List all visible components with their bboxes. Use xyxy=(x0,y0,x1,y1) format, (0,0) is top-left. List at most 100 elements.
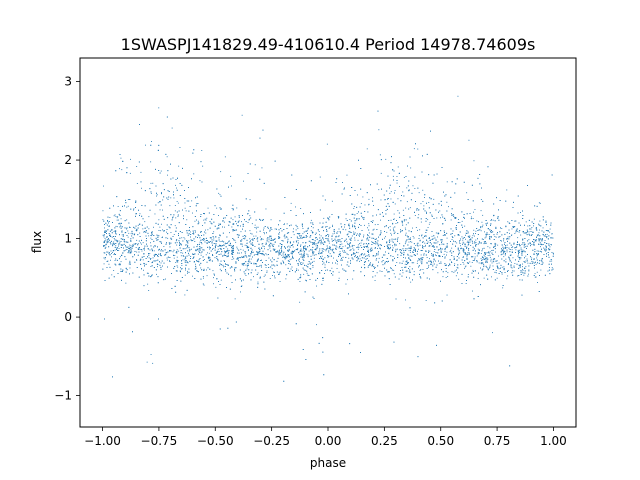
data-point xyxy=(367,227,368,229)
data-point xyxy=(505,246,506,248)
data-point xyxy=(154,213,156,215)
data-point xyxy=(104,318,105,320)
data-point xyxy=(193,231,195,233)
data-point xyxy=(480,253,482,254)
data-point xyxy=(356,233,358,235)
data-point xyxy=(163,189,165,191)
data-point xyxy=(520,264,521,266)
data-point xyxy=(354,239,356,241)
data-point xyxy=(528,270,530,272)
data-point xyxy=(188,240,190,242)
data-point xyxy=(407,262,409,263)
data-point xyxy=(167,237,169,239)
data-point xyxy=(114,260,116,261)
data-point xyxy=(522,249,524,251)
data-point xyxy=(209,259,211,261)
data-point xyxy=(253,276,254,278)
data-point xyxy=(153,226,154,228)
data-point xyxy=(203,238,205,240)
data-point xyxy=(326,238,328,240)
data-point xyxy=(123,234,124,236)
data-point xyxy=(482,214,484,216)
data-point xyxy=(206,261,208,263)
data-point xyxy=(507,236,509,238)
data-point xyxy=(205,232,207,234)
data-point xyxy=(121,226,123,228)
data-point xyxy=(231,266,233,267)
data-point xyxy=(477,248,479,250)
data-point xyxy=(491,262,493,264)
data-point xyxy=(461,236,463,238)
data-point xyxy=(393,213,395,215)
data-point xyxy=(429,237,430,239)
data-point xyxy=(149,253,151,254)
data-point xyxy=(506,278,508,280)
data-point xyxy=(402,209,404,211)
data-point xyxy=(185,264,187,266)
data-point xyxy=(322,222,324,224)
data-point xyxy=(170,214,172,216)
data-point xyxy=(163,246,165,247)
data-point xyxy=(167,174,168,176)
data-point xyxy=(150,258,151,260)
data-point xyxy=(114,249,116,251)
data-point xyxy=(467,274,469,275)
data-point xyxy=(549,267,550,268)
data-point xyxy=(331,200,333,202)
data-point xyxy=(166,156,168,158)
data-point xyxy=(123,240,125,242)
data-point xyxy=(158,230,160,231)
data-point xyxy=(102,210,104,212)
data-point xyxy=(112,242,114,244)
data-point xyxy=(371,241,373,243)
data-point xyxy=(350,220,352,222)
data-point xyxy=(292,257,294,258)
data-point xyxy=(505,258,507,260)
data-point xyxy=(109,234,111,236)
data-point xyxy=(200,278,202,280)
data-point xyxy=(374,280,376,281)
data-point xyxy=(286,232,288,234)
data-point xyxy=(186,240,188,242)
data-point xyxy=(495,236,497,238)
data-point xyxy=(414,188,416,189)
data-point xyxy=(369,263,370,265)
data-point xyxy=(293,241,295,243)
data-point xyxy=(503,268,505,269)
data-point xyxy=(409,217,411,219)
data-point xyxy=(104,240,106,242)
data-point xyxy=(530,228,532,230)
data-point xyxy=(392,227,394,229)
data-point xyxy=(533,218,535,220)
data-point xyxy=(336,232,337,234)
data-point xyxy=(226,250,228,251)
data-point xyxy=(451,261,452,263)
data-point xyxy=(142,259,144,261)
data-point xyxy=(350,249,352,251)
data-point xyxy=(176,265,178,267)
data-point xyxy=(297,244,299,246)
data-point xyxy=(519,267,521,268)
data-point xyxy=(426,213,427,214)
data-point xyxy=(548,256,550,258)
data-point xyxy=(359,255,361,257)
data-point xyxy=(122,252,124,254)
data-point xyxy=(424,242,426,244)
data-point xyxy=(304,255,305,257)
data-point xyxy=(393,273,395,275)
data-point xyxy=(478,249,480,251)
data-point xyxy=(292,244,294,245)
data-point xyxy=(245,221,247,222)
data-point xyxy=(334,232,335,234)
data-point xyxy=(377,209,379,211)
data-point xyxy=(475,230,477,232)
data-point xyxy=(197,253,199,255)
data-point xyxy=(376,253,378,255)
data-point xyxy=(189,229,190,231)
data-point xyxy=(328,250,330,252)
data-point xyxy=(549,246,551,248)
data-point xyxy=(522,266,523,268)
data-point xyxy=(333,240,335,241)
data-point xyxy=(503,250,505,252)
data-point xyxy=(497,267,498,269)
